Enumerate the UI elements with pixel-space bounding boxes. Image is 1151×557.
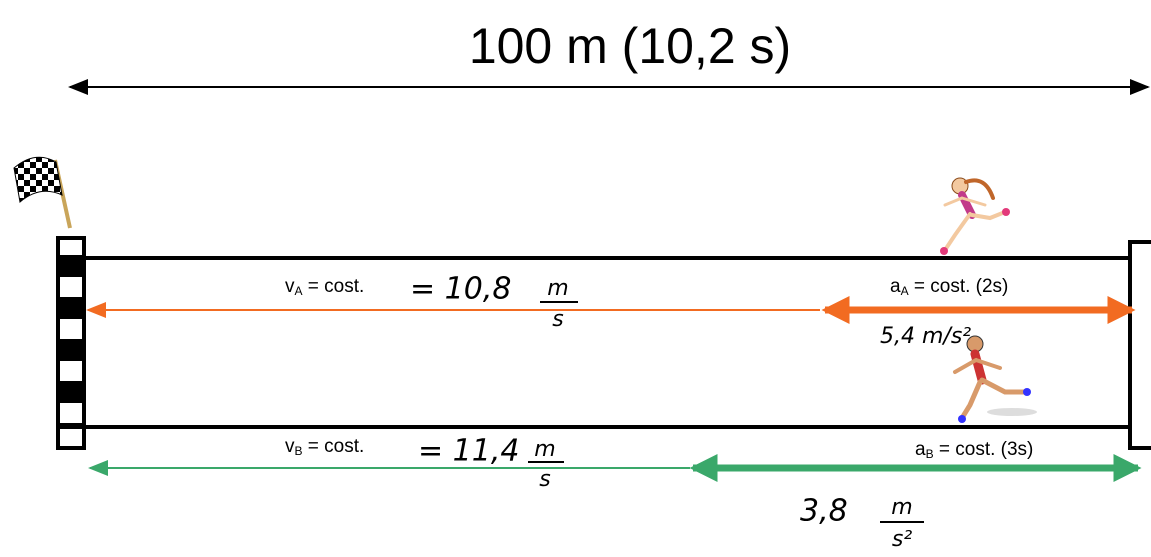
acceleration-label-b: aB = cost. (3s) bbox=[915, 439, 1033, 461]
text-part: v bbox=[285, 436, 295, 457]
acceleration-unit-den-b: s² bbox=[892, 527, 912, 552]
velocity-label-a: vA = cost. bbox=[285, 276, 364, 298]
velocity-value-b: = 11,4 bbox=[418, 434, 519, 469]
text-part: a bbox=[915, 439, 926, 460]
text-part: = cost. (3s) bbox=[934, 439, 1034, 460]
text-part: = cost. bbox=[303, 276, 365, 297]
finish-line bbox=[1128, 240, 1151, 450]
acceleration-unit-num-b: m bbox=[891, 495, 912, 520]
text-part: B bbox=[295, 444, 303, 458]
text-part: B bbox=[926, 447, 934, 461]
text-part: v bbox=[285, 276, 295, 297]
acceleration-value-a: 5,4 m/s² bbox=[880, 324, 971, 349]
velocity-unit-num-b: m bbox=[534, 437, 555, 462]
text-part: a bbox=[890, 276, 901, 297]
runner-a-icon bbox=[940, 177, 1010, 255]
velocity-label-b: vB = cost. bbox=[285, 436, 364, 458]
velocity-unit-den-a: s bbox=[552, 307, 563, 332]
velocity-unit-den-b: s bbox=[539, 467, 550, 492]
text-part: A bbox=[901, 284, 909, 298]
acceleration-value-b: 3,8 bbox=[800, 494, 848, 529]
velocity-value-a: = 10,8 bbox=[410, 272, 511, 307]
text-part: = cost. (2s) bbox=[909, 276, 1009, 297]
acceleration-label-a: aA = cost. (2s) bbox=[890, 276, 1008, 298]
title: 100 m (10,2 s) bbox=[469, 18, 791, 74]
start-line bbox=[56, 236, 86, 450]
text-part: = cost. bbox=[303, 436, 365, 457]
flag bbox=[13, 156, 72, 229]
text-part: A bbox=[295, 284, 303, 298]
velocity-unit-num-a: m bbox=[547, 276, 568, 301]
runner-b-icon bbox=[953, 335, 1037, 423]
